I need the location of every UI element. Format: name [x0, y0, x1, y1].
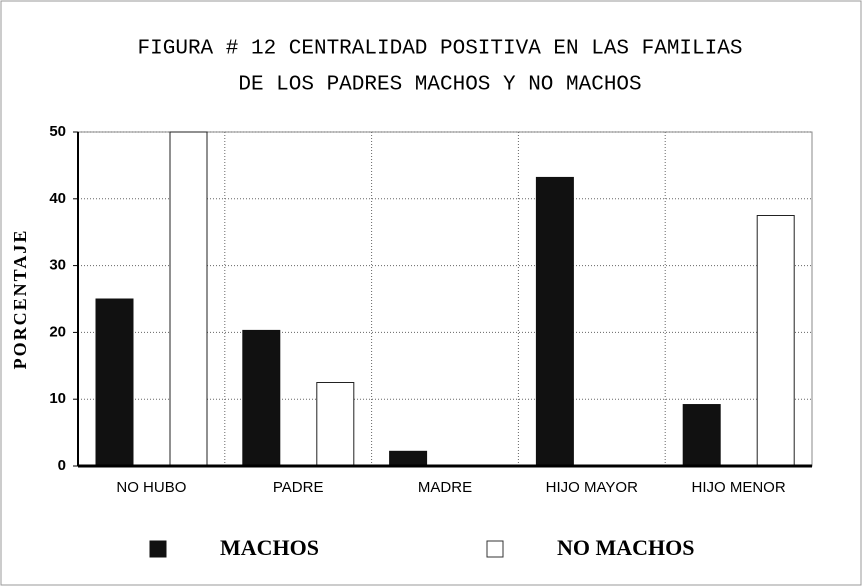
bar	[95, 298, 134, 467]
x-tick-label: NO HUBO	[116, 479, 186, 496]
bar	[756, 215, 795, 467]
y-tick-label: 30	[49, 257, 66, 274]
y-tick-label: 0	[58, 457, 66, 474]
y-tick-label: 40	[49, 190, 66, 207]
x-tick-label: PADRE	[273, 479, 324, 496]
y-tick-label: 50	[49, 123, 66, 140]
legend-label: NO MACHOS	[557, 535, 695, 560]
bar	[682, 404, 721, 467]
x-tick-label: MADRE	[418, 479, 472, 496]
bar	[389, 450, 428, 467]
y-axis-label: PORCENTAJE	[10, 229, 30, 370]
y-tick-label: 10	[49, 390, 66, 407]
legend-swatch	[486, 540, 504, 558]
chart-title: FIGURA # 12 CENTRALIDAD POSITIVA EN LAS …	[138, 38, 743, 61]
bar	[169, 131, 208, 467]
x-tick-label: HIJO MENOR	[692, 479, 786, 496]
legend-label: MACHOS	[220, 535, 319, 560]
bar	[316, 382, 355, 467]
chart-title: DE LOS PADRES MACHOS Y NO MACHOS	[238, 74, 641, 97]
x-tick-label: HIJO MAYOR	[546, 479, 638, 496]
legend-swatch	[149, 540, 167, 558]
bar	[242, 329, 281, 467]
y-tick-label: 20	[49, 323, 66, 340]
bar	[535, 176, 574, 467]
